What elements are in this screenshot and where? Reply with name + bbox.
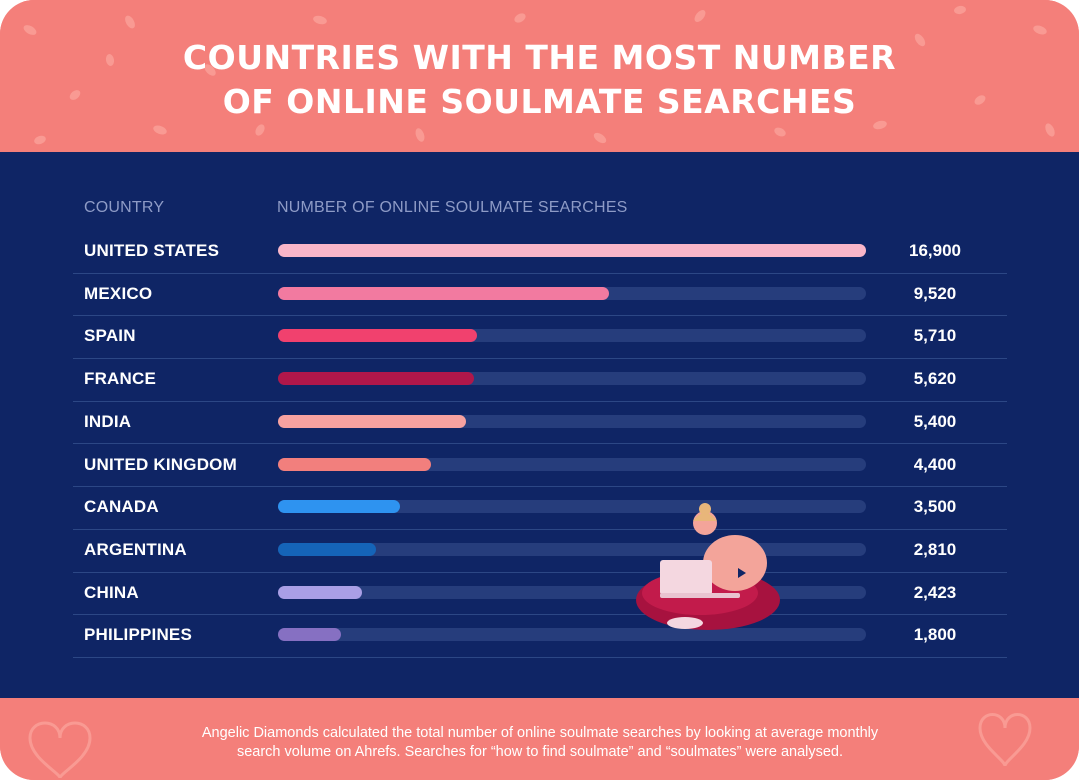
bar xyxy=(278,286,610,300)
bar-track xyxy=(278,414,866,428)
bar xyxy=(278,329,477,343)
country-label: INDIA xyxy=(84,411,132,431)
bar xyxy=(278,372,474,386)
footnote-line-2: search volume on Ahrefs. Searches for “h… xyxy=(236,744,844,760)
chart-title: COUNTRIES WITH THE MOST NUMBER OF ONLINE… xyxy=(0,36,1079,124)
bar-track xyxy=(278,457,866,471)
value-label: 2,810 xyxy=(913,539,957,559)
bar-track xyxy=(278,244,866,257)
footer-heart-pattern xyxy=(28,713,1032,779)
header-banner: COUNTRIES WITH THE MOST NUMBER OF ONLINE… xyxy=(0,0,1079,152)
footer-banner: Angelic Diamonds calculated the total nu… xyxy=(0,698,1079,780)
country-label: SPAIN xyxy=(84,326,136,346)
person-with-laptop-illustration xyxy=(636,503,780,630)
bar-row: UNITED KINGDOM 4,400 xyxy=(73,444,1007,488)
country-label: MEXICO xyxy=(84,283,153,303)
country-label: CANADA xyxy=(84,497,159,517)
value-label: 9,520 xyxy=(913,283,957,303)
country-label: UNITED STATES xyxy=(84,241,220,260)
column-header-searches: NUMBER OF ONLINE SOULMATE SEARCHES xyxy=(277,199,628,216)
bar xyxy=(278,244,866,257)
bar xyxy=(278,500,400,514)
bar xyxy=(278,414,466,428)
country-label: CHINA xyxy=(84,582,139,602)
footnote: Angelic Diamonds calculated the total nu… xyxy=(100,724,980,762)
bar-row: PHILIPPINES 1,800 xyxy=(73,614,1007,658)
bar xyxy=(278,457,432,471)
bar xyxy=(278,628,341,642)
bar-row: FRANCE 5,620 xyxy=(73,358,1007,402)
footnote-line-1: Angelic Diamonds calculated the total nu… xyxy=(201,725,879,741)
bar-track xyxy=(278,372,866,386)
country-label: ARGENTINA xyxy=(84,539,187,559)
bar-row: CANADA 3,500 xyxy=(73,486,1007,530)
value-label: 4,400 xyxy=(913,454,957,474)
value-label: 2,423 xyxy=(913,582,957,602)
value-label: 1,800 xyxy=(913,625,957,645)
bar-row: UNITED STATES 16,900 xyxy=(73,230,1007,274)
heart-pattern xyxy=(23,5,1055,145)
title-line-1: COUNTRIES WITH THE MOST NUMBER xyxy=(182,38,897,77)
bar-row: CHINA 2,423 xyxy=(73,572,1007,616)
bar-row: ARGENTINA 2,810 xyxy=(73,529,1007,573)
bar-row: MEXICO 9,520 xyxy=(73,273,1007,317)
value-label: 5,710 xyxy=(913,326,957,346)
country-label: PHILIPPINES xyxy=(84,625,193,645)
bar xyxy=(278,585,363,599)
bar xyxy=(278,542,376,556)
value-label: 5,620 xyxy=(913,369,957,389)
bar-track xyxy=(278,628,866,642)
value-label: 3,500 xyxy=(913,497,957,517)
column-header-country: COUNTRY xyxy=(84,199,165,216)
country-label: UNITED KINGDOM xyxy=(84,454,237,474)
bar-track xyxy=(278,500,866,514)
country-label: FRANCE xyxy=(84,369,157,389)
title-line-2: OF ONLINE SOULMATE SEARCHES xyxy=(222,82,857,121)
value-label: 5,400 xyxy=(913,411,957,431)
bar-track xyxy=(278,286,866,300)
bar-row: INDIA 5,400 xyxy=(73,401,1007,445)
bar-track xyxy=(278,329,866,343)
value-label: 16,900 xyxy=(909,241,961,260)
bar-row: SPAIN 5,710 xyxy=(73,315,1007,360)
